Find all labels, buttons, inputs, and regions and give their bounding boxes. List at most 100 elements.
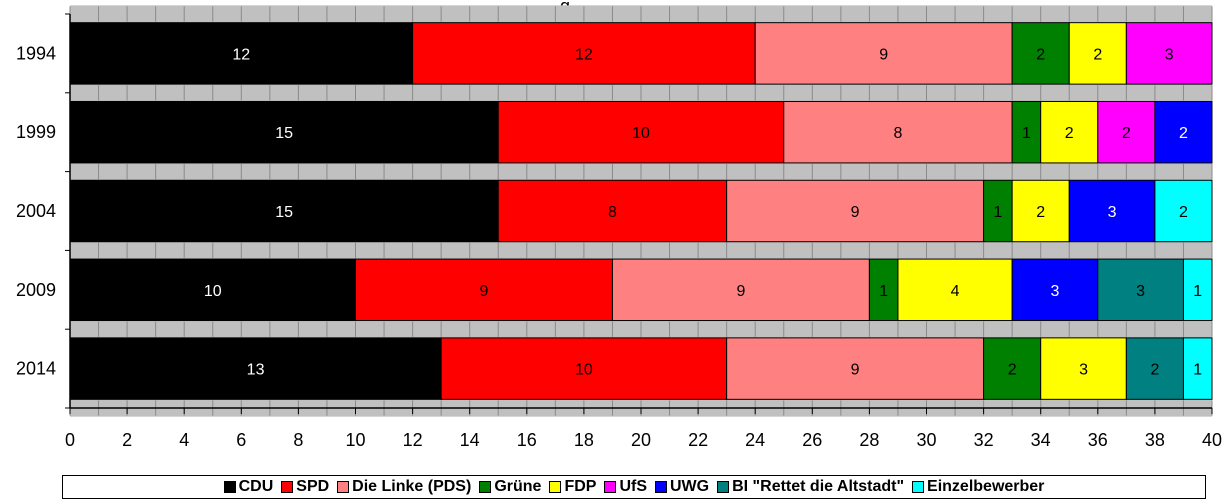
bar-segment [1011, 258, 1099, 322]
bar-segment [440, 337, 728, 400]
y-tick-label: 2014 [16, 359, 56, 379]
x-tick-label: 32 [974, 430, 994, 450]
data-label: 1 [1022, 125, 1031, 142]
legend-swatch [912, 481, 925, 493]
x-tick-label: 22 [688, 430, 708, 450]
legend-label: Die Linke (PDS) [352, 478, 472, 495]
y-tick-label: 1999 [16, 122, 56, 142]
data-label: 2 [1065, 125, 1074, 142]
bar-segment [355, 258, 613, 322]
legend-swatch [337, 481, 350, 493]
bar-segment [754, 22, 1013, 85]
legend-label: UWG [670, 478, 710, 495]
legend-item: FDP [549, 478, 596, 496]
bar-segment [1154, 179, 1213, 243]
bar-segment [726, 179, 985, 243]
bar-segment [1040, 337, 1127, 400]
data-label: 1 [1193, 283, 1202, 300]
x-tick-label: 38 [1145, 430, 1165, 450]
legend-item: UWG [655, 478, 709, 496]
x-tick-label: 16 [517, 430, 537, 450]
x-tick-label: 28 [859, 430, 879, 450]
bar-segment [783, 100, 1013, 164]
data-label: 2 [1036, 46, 1045, 63]
data-label: 13 [247, 362, 265, 379]
bar-segment [497, 100, 785, 164]
x-tick-label: 36 [1088, 430, 1108, 450]
bar-segment [726, 337, 985, 400]
x-tick-label: 6 [236, 430, 246, 450]
x-tick-label: 20 [631, 430, 651, 450]
data-label: 8 [893, 125, 902, 142]
legend-swatch [281, 481, 294, 493]
bar-segment [1097, 258, 1184, 322]
data-label: 15 [275, 204, 293, 221]
y-tick-label: 1994 [16, 43, 56, 63]
x-tick-label: 4 [179, 430, 189, 450]
data-label: 10 [575, 362, 593, 379]
data-label: 1 [879, 283, 888, 300]
data-label: 3 [1108, 204, 1117, 221]
legend-label: SPD [296, 478, 330, 495]
legend-item: Die Linke (PDS) [337, 478, 471, 496]
x-tick-label: 12 [403, 430, 423, 450]
legend-label: FDP [564, 478, 597, 495]
x-tick-label: 8 [293, 430, 303, 450]
data-label: 8 [608, 204, 617, 221]
data-label: 10 [632, 125, 650, 142]
data-label: 2 [1179, 204, 1188, 221]
data-label: 3 [1051, 283, 1060, 300]
data-label: 4 [951, 283, 960, 300]
bar-segment [1182, 258, 1213, 322]
legend-item: Grüne [479, 478, 541, 496]
y-tick-label: 2004 [16, 201, 56, 221]
data-label: 2 [1122, 125, 1131, 142]
y-tick-label: 2009 [16, 280, 56, 300]
data-label: 9 [851, 204, 860, 221]
x-tick-label: 14 [460, 430, 480, 450]
data-label: 10 [204, 283, 222, 300]
x-tick-label: 30 [916, 430, 936, 450]
bar-segment [983, 179, 1013, 243]
bar-segment [69, 337, 442, 400]
bar-segment [1068, 179, 1156, 243]
bar-segment [868, 258, 899, 322]
x-tick-label: 18 [574, 430, 594, 450]
legend-swatch [479, 481, 492, 493]
data-label: 3 [1079, 362, 1088, 379]
data-label: 3 [1136, 283, 1145, 300]
legend-swatch [549, 481, 562, 493]
legend-swatch [655, 481, 667, 493]
x-tick-label: 26 [802, 430, 822, 450]
bar-segment [1040, 100, 1099, 164]
legend-item: UfS [604, 478, 647, 496]
legend-label: UfS [619, 478, 647, 495]
legend-label: BI "Rettet die Altstadt" [732, 478, 905, 495]
x-tick-label: 40 [1202, 430, 1222, 450]
bar-segment [1068, 22, 1127, 85]
data-label: 2 [1093, 46, 1102, 63]
data-label: 2 [1150, 362, 1159, 379]
bar-segment [69, 100, 499, 164]
bar-segment [1011, 100, 1042, 164]
bar-segment [1125, 337, 1184, 400]
chart-legend: CDU SPD Die Linke (PDS) Grüne FDP UfS UWG BI "R… [62, 475, 1206, 499]
data-label: 9 [736, 283, 745, 300]
x-tick-label: 0 [65, 430, 75, 450]
bar-segment [69, 258, 356, 322]
legend-item: BI "Rettet die Altstadt" [717, 478, 904, 496]
legend-item: SPD [281, 478, 329, 496]
data-label: 9 [879, 46, 888, 63]
bar-segment [983, 337, 1042, 400]
legend-swatch [223, 481, 236, 493]
legend-item: CDU [223, 478, 273, 496]
data-label: 1 [1193, 362, 1202, 379]
bar-segment [1125, 22, 1213, 85]
data-label: 3 [1165, 46, 1174, 63]
data-label: 12 [575, 46, 593, 63]
bar-segment [1097, 100, 1156, 164]
legend-swatch [717, 481, 730, 493]
bar-segment [1154, 100, 1213, 164]
x-tick-label: 24 [745, 430, 765, 450]
